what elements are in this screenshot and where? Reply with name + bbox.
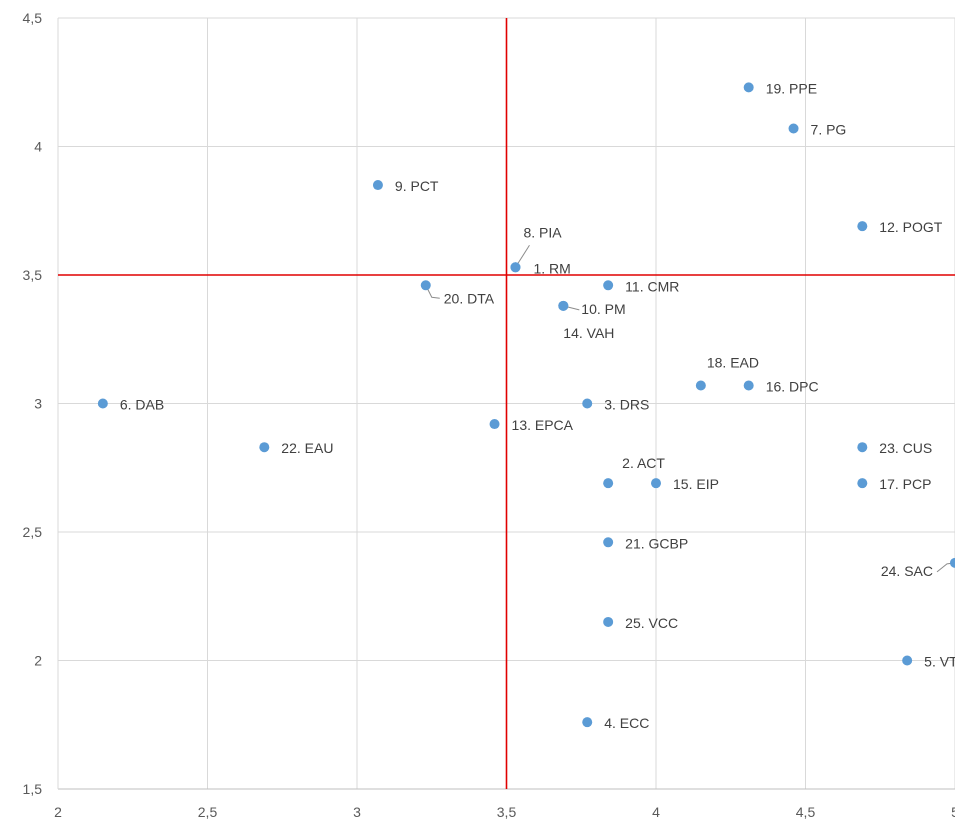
y-tick-label: 4,5 <box>23 10 43 26</box>
point-16-dpc <box>743 380 754 391</box>
y-tick-label: 3 <box>34 396 42 412</box>
point-label-15-eip: 15. EIP <box>673 476 719 492</box>
y-tick-label: 4 <box>34 139 42 155</box>
point-4-ecc <box>582 717 593 728</box>
y-tick-label: 3,5 <box>23 267 43 283</box>
point-label-2-act: 2. ACT <box>622 455 665 471</box>
point-19-ppe <box>743 82 754 93</box>
y-tick-label: 2 <box>34 653 42 669</box>
point-6-dab <box>97 398 108 409</box>
x-tick-label: 3,5 <box>497 804 517 820</box>
x-tick-label: 2,5 <box>198 804 218 820</box>
point-label-7-pg: 7. PG <box>811 122 847 138</box>
x-tick-label: 3 <box>353 804 361 820</box>
point-2-act <box>603 478 614 489</box>
reference-lines <box>58 18 955 789</box>
point-label-18-ead: 18. EAD <box>707 355 759 371</box>
point-label-5-vt: 5. VT <box>924 654 955 670</box>
point-13-epca <box>489 419 500 430</box>
point-label-8-pia: 8. PIA <box>523 224 562 240</box>
point-label-4-ecc: 4. ECC <box>604 715 649 731</box>
point-label-24-sac: 24. SAC <box>881 563 933 579</box>
point-12-pogt <box>857 221 868 232</box>
point-label-17-pcp: 17. PCP <box>879 476 931 492</box>
point-label-23-cus: 23. CUS <box>879 440 932 456</box>
point-label-1-rm: 1. RM <box>533 260 570 276</box>
point-labels: 1. RM 2. ACT 3. DRS 4. ECC 5. VT 6. DAB 7. PG 8… <box>120 80 955 731</box>
x-tick-label: 2 <box>54 804 62 820</box>
point-label-25-vcc: 25. VCC <box>625 615 678 631</box>
y-axis-tick-labels: 1,5 2 2,5 3 3,5 4 4,5 <box>23 10 43 797</box>
x-tick-label: 5 <box>951 804 955 820</box>
leader-lines <box>425 245 955 573</box>
point-label-12-pogt: 12. POGT <box>879 219 942 235</box>
point-label-19-ppe: 19. PPE <box>766 80 817 96</box>
point-label-21-gcbp: 21. GCBP <box>625 535 688 551</box>
x-axis-tick-labels: 2 2,5 3 3,5 4 4,5 5 <box>54 804 955 820</box>
data-points <box>97 82 955 728</box>
point-15-eip <box>651 478 661 489</box>
point-21-gcbp <box>603 537 614 548</box>
point-22-eau <box>259 442 270 453</box>
point-label-20-dta: 20. DTA <box>444 290 495 306</box>
point-7-pg <box>788 123 799 134</box>
point-11-cmr <box>603 280 614 291</box>
point-25-vcc <box>603 616 614 627</box>
point-label-16-dpc: 16. DPC <box>766 379 819 395</box>
point-8-pia <box>510 262 521 273</box>
point-label-10-pm: 10. PM <box>581 301 625 317</box>
point-9-pct <box>372 180 383 191</box>
point-20-dta <box>420 280 431 291</box>
y-tick-label: 2,5 <box>23 524 43 540</box>
point-label-14-vah: 14. VAH <box>563 325 614 341</box>
point-label-22-eau: 22. EAU <box>281 440 333 456</box>
x-tick-label: 4 <box>652 804 660 820</box>
point-3-drs <box>582 398 593 409</box>
point-23-cus <box>857 442 868 453</box>
point-5-vt <box>902 655 913 666</box>
x-tick-label: 4,5 <box>796 804 816 820</box>
point-17-pcp <box>857 478 868 489</box>
point-18-ead <box>695 380 706 391</box>
y-tick-label: 1,5 <box>23 781 43 797</box>
point-label-6-dab: 6. DAB <box>120 397 164 413</box>
point-label-3-drs: 3. DRS <box>604 397 649 413</box>
point-label-13-epca: 13. EPCA <box>512 417 574 433</box>
point-14-vah <box>558 300 569 311</box>
point-label-11-cmr: 11. CMR <box>625 278 679 294</box>
point-label-9-pct: 9. PCT <box>395 178 439 194</box>
point-24-sac <box>950 557 955 568</box>
